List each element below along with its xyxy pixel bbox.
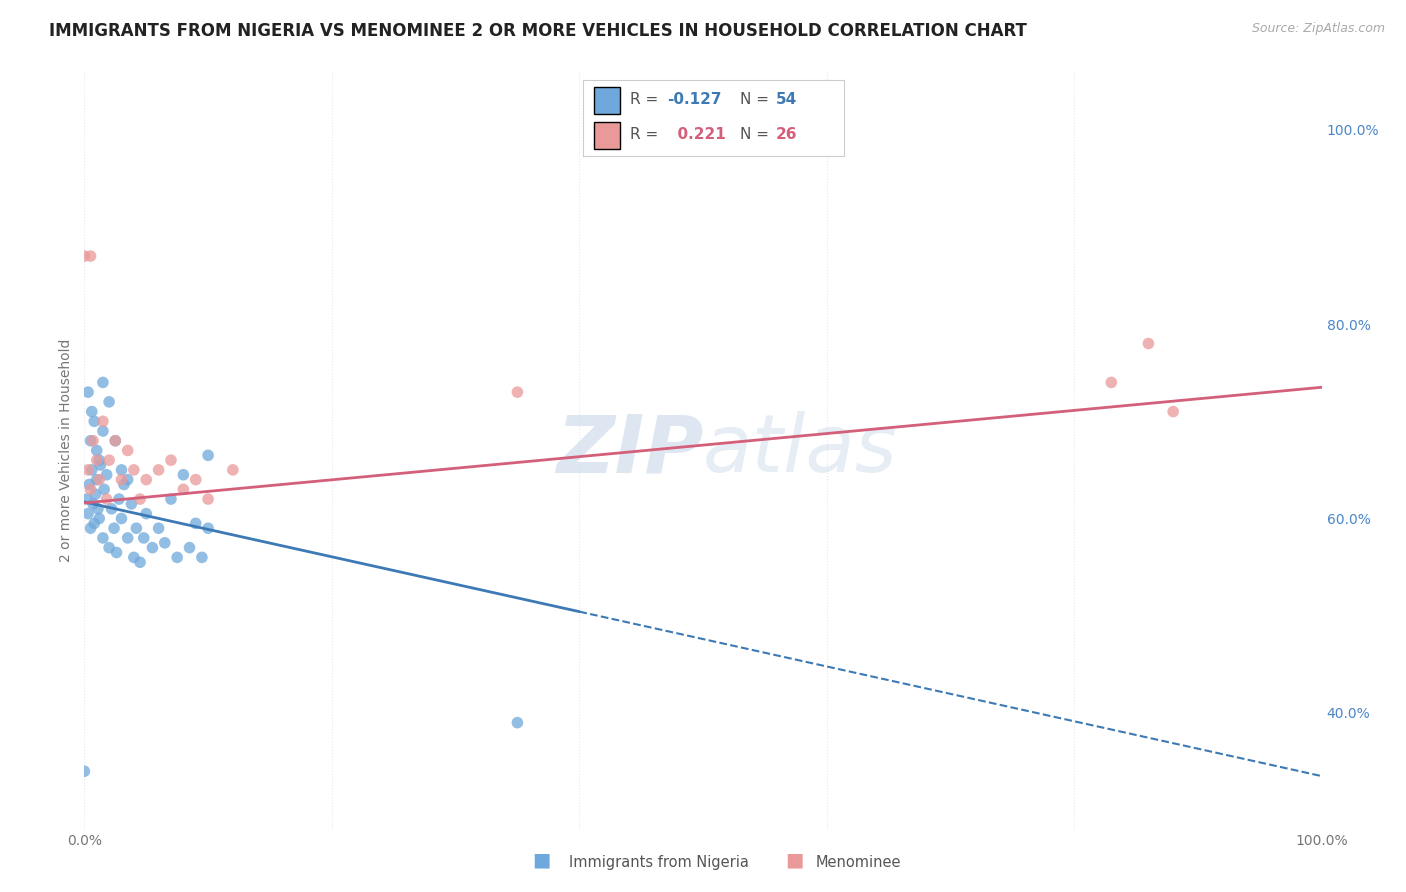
- Point: [197, 521, 219, 535]
- Text: N =: N =: [740, 128, 773, 143]
- Text: 26: 26: [776, 128, 797, 143]
- Point: [160, 491, 183, 506]
- Point: [153, 536, 176, 550]
- Point: [506, 715, 529, 730]
- Point: [104, 434, 127, 448]
- Point: [135, 473, 157, 487]
- Point: [91, 376, 114, 390]
- Text: ■: ■: [531, 851, 551, 870]
- Point: [184, 516, 207, 531]
- Text: Source: ZipAtlas.com: Source: ZipAtlas.com: [1251, 22, 1385, 36]
- Point: [117, 473, 139, 487]
- Point: [89, 473, 111, 487]
- Point: [135, 507, 157, 521]
- Point: [112, 477, 135, 491]
- Point: [73, 249, 96, 263]
- Point: [82, 497, 104, 511]
- Point: [172, 467, 194, 482]
- Point: [110, 463, 132, 477]
- Point: [89, 453, 111, 467]
- Point: [86, 443, 108, 458]
- Point: [77, 507, 100, 521]
- Point: [77, 463, 100, 477]
- FancyBboxPatch shape: [593, 87, 620, 113]
- Point: [91, 531, 114, 545]
- Point: [96, 467, 118, 482]
- Point: [184, 473, 207, 487]
- Point: [1161, 404, 1184, 418]
- Point: [222, 463, 245, 477]
- Point: [79, 477, 101, 491]
- Point: [129, 555, 152, 569]
- Point: [96, 491, 118, 506]
- Point: [132, 531, 155, 545]
- Point: [179, 541, 201, 555]
- Text: ZIP: ZIP: [555, 411, 703, 490]
- Point: [79, 249, 101, 263]
- Point: [117, 443, 139, 458]
- Point: [148, 521, 170, 535]
- Text: N =: N =: [740, 93, 773, 108]
- Point: [79, 434, 101, 448]
- Point: [86, 473, 108, 487]
- Point: [197, 448, 219, 462]
- Point: [79, 521, 101, 535]
- Text: ■: ■: [785, 851, 804, 870]
- Point: [83, 516, 105, 531]
- FancyBboxPatch shape: [593, 122, 620, 149]
- Point: [104, 434, 127, 448]
- Point: [172, 483, 194, 497]
- Point: [91, 414, 114, 428]
- Point: [84, 487, 107, 501]
- Point: [80, 463, 103, 477]
- Point: [108, 491, 131, 506]
- Point: [73, 764, 96, 779]
- Text: 54: 54: [776, 93, 797, 108]
- Point: [125, 521, 148, 535]
- Point: [110, 511, 132, 525]
- Point: [83, 414, 105, 428]
- Point: [87, 501, 110, 516]
- Point: [129, 491, 152, 506]
- Point: [100, 501, 122, 516]
- Text: R =: R =: [630, 128, 664, 143]
- Point: [98, 453, 121, 467]
- Point: [506, 385, 529, 400]
- Point: [122, 550, 145, 565]
- Text: R =: R =: [630, 93, 664, 108]
- Point: [120, 497, 142, 511]
- Point: [117, 531, 139, 545]
- Point: [191, 550, 214, 565]
- Text: Immigrants from Nigeria: Immigrants from Nigeria: [569, 855, 749, 870]
- Point: [98, 395, 121, 409]
- Point: [141, 541, 163, 555]
- Point: [103, 521, 125, 535]
- Point: [89, 458, 111, 472]
- Point: [160, 453, 183, 467]
- Point: [82, 434, 104, 448]
- Text: -0.127: -0.127: [666, 93, 721, 108]
- Y-axis label: 2 or more Vehicles in Household: 2 or more Vehicles in Household: [59, 339, 73, 562]
- Point: [89, 511, 111, 525]
- Point: [77, 385, 100, 400]
- Point: [91, 424, 114, 438]
- Point: [98, 541, 121, 555]
- Point: [80, 404, 103, 418]
- Point: [110, 473, 132, 487]
- Point: [1099, 376, 1122, 390]
- Text: Menominee: Menominee: [815, 855, 901, 870]
- Point: [79, 483, 101, 497]
- Text: atlas: atlas: [703, 411, 898, 490]
- Text: 0.221: 0.221: [666, 128, 725, 143]
- Point: [1137, 336, 1160, 351]
- Point: [76, 491, 98, 506]
- Point: [148, 463, 170, 477]
- Point: [93, 483, 115, 497]
- Point: [105, 545, 128, 559]
- Point: [86, 453, 108, 467]
- Point: [166, 550, 188, 565]
- Point: [122, 463, 145, 477]
- Point: [197, 491, 219, 506]
- Text: IMMIGRANTS FROM NIGERIA VS MENOMINEE 2 OR MORE VEHICLES IN HOUSEHOLD CORRELATION: IMMIGRANTS FROM NIGERIA VS MENOMINEE 2 O…: [49, 22, 1028, 40]
